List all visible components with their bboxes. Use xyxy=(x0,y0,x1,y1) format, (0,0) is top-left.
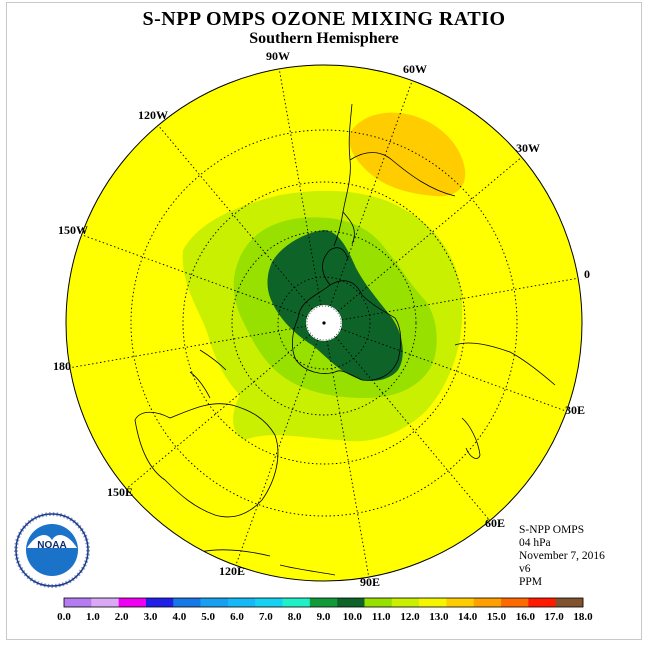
colorbar-label: 15.0 xyxy=(487,611,507,623)
colorbar-label: 16.0 xyxy=(516,611,536,623)
info-date: November 7, 2016 xyxy=(519,550,605,562)
colorbar-label: 10.0 xyxy=(343,611,363,623)
colorbar-swatch xyxy=(282,598,311,607)
colorbar-label: 5.0 xyxy=(201,611,215,623)
colorbar-swatch xyxy=(391,598,420,607)
meridian-line xyxy=(69,325,307,369)
lon-label-120w: 120W xyxy=(138,108,168,122)
colorbar-swatch xyxy=(364,598,393,607)
ozone-contour-14ppm xyxy=(349,112,466,197)
colorbar-label: 14.0 xyxy=(458,611,478,623)
ozone-blob-12ppm xyxy=(268,410,296,430)
colorbar-label: 18.0 xyxy=(573,611,593,623)
info-pressure: 04 hPa xyxy=(519,537,551,549)
colorbar-label: 12.0 xyxy=(400,611,420,623)
meridian-line xyxy=(278,68,322,306)
lon-label-30e: 30E xyxy=(565,403,585,417)
noaa-logo-text: NOAA xyxy=(37,540,66,551)
ozone-contour-10ppm xyxy=(267,230,403,381)
colorbar-label: 1.0 xyxy=(86,611,100,623)
meridian-line xyxy=(326,340,370,578)
colorbar-label: 7.0 xyxy=(259,611,273,623)
colorbar-swatch xyxy=(309,598,338,607)
info-instrument: S-NPP OMPS xyxy=(519,524,585,536)
lon-label-90e: 90E xyxy=(360,575,380,589)
colorbar-swatch xyxy=(91,598,119,607)
colorbar-swatch xyxy=(501,598,529,607)
colorbar-label: 2.0 xyxy=(115,611,129,623)
colorbar-swatch xyxy=(145,598,174,607)
map-subtitle: Southern Hemisphere xyxy=(249,30,399,47)
colorbar-border xyxy=(63,597,584,608)
colorbar-label: 13.0 xyxy=(429,611,449,623)
meridian-line xyxy=(341,277,579,321)
lon-label-120e: 120E xyxy=(219,564,245,578)
coastlines xyxy=(134,103,556,576)
meridian-line xyxy=(126,334,311,490)
lon-label-60e: 60E xyxy=(485,516,505,530)
meridian-line xyxy=(340,328,567,412)
colorbar-swatch xyxy=(227,598,256,607)
meridian-line xyxy=(157,125,313,310)
longitude-labels: 90W 60W 30W 0 30E 60E 90E 120E 150E 180 … xyxy=(53,49,590,589)
colorbar-swatch xyxy=(255,598,283,607)
lon-label-150e: 150E xyxy=(107,485,133,499)
colorbar-swatch xyxy=(446,598,475,607)
figure-frame xyxy=(6,2,642,640)
colorbar-swatch xyxy=(555,598,584,607)
colorbar-label: 6.0 xyxy=(230,611,244,623)
info-units: PPM xyxy=(519,576,543,588)
colorbar-swatch xyxy=(173,598,201,607)
map-border xyxy=(65,64,583,582)
colorbar-label: 0.0 xyxy=(57,611,71,623)
colorbar-label: 8.0 xyxy=(288,611,302,623)
colorbar: 0.0 1.0 2.0 3.0 4.0 5.0 6.0 7.0 8.0 9.0 10.0 11.0 12… xyxy=(57,597,593,623)
lon-label-90w: 90W xyxy=(266,49,290,63)
meridian-line xyxy=(235,339,319,566)
lon-label-150w: 150W xyxy=(58,223,88,237)
meridian-line xyxy=(329,80,413,307)
lon-label-30w: 30W xyxy=(516,141,540,155)
lon-label-0: 0 xyxy=(584,267,590,281)
colorbar-swatch xyxy=(528,598,556,607)
map-title: S-NPP OMPS OZONE MIXING RATIO xyxy=(142,8,506,30)
colorbar-swatch xyxy=(200,598,229,607)
noaa-logo: NOAA xyxy=(14,512,90,588)
info-version: v6 xyxy=(519,563,531,575)
meridian-line xyxy=(337,156,522,312)
colorbar-label: 3.0 xyxy=(144,611,158,623)
colorbar-label: 17.0 xyxy=(545,611,565,623)
colorbar-label: 11.0 xyxy=(372,611,391,623)
colorbar-swatch xyxy=(64,598,92,607)
colorbar-swatch xyxy=(419,598,447,607)
colorbar-label: 9.0 xyxy=(317,611,331,623)
graticule xyxy=(69,68,579,578)
meridian-line xyxy=(81,234,308,318)
colorbar-swatch xyxy=(473,598,502,607)
colorbar-swatch xyxy=(337,598,365,607)
info-block: S-NPP OMPS 04 hPa November 7, 2016 v6 PP… xyxy=(519,524,605,589)
lon-label-180: 180 xyxy=(53,359,71,373)
lon-label-60w: 60W xyxy=(403,62,427,76)
meridian-line xyxy=(335,336,491,521)
colorbar-swatch xyxy=(118,598,147,607)
colorbar-label: 4.0 xyxy=(172,611,186,623)
